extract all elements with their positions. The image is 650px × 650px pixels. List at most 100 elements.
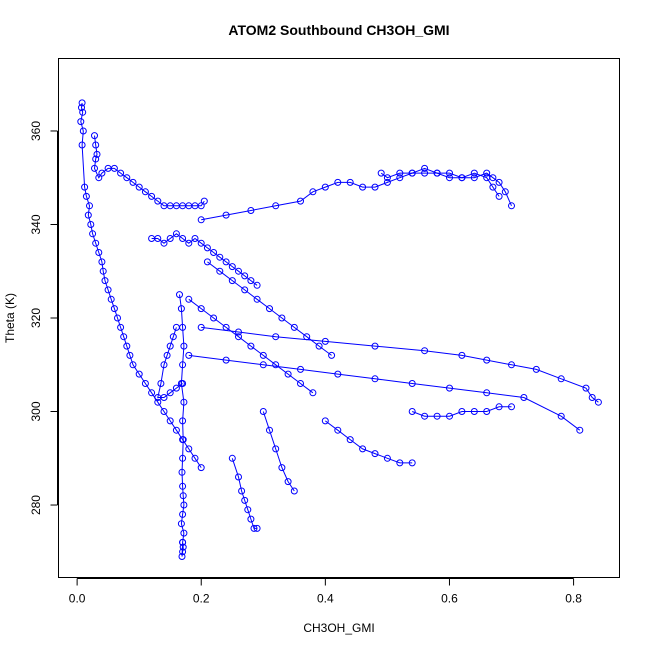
data-point <box>129 178 137 186</box>
data-point <box>396 169 404 177</box>
data-point <box>117 169 125 177</box>
data-point <box>458 351 466 359</box>
data-point <box>110 164 118 172</box>
data-point <box>197 239 205 247</box>
data-point <box>210 314 218 322</box>
data-point <box>177 520 185 528</box>
data-point <box>508 361 515 369</box>
data-point <box>297 197 304 205</box>
data-point <box>79 127 87 135</box>
data-point <box>328 351 336 359</box>
data-point <box>346 178 354 186</box>
data-point <box>86 202 93 210</box>
data-point <box>588 394 596 401</box>
data-point <box>82 192 90 200</box>
data-point <box>483 169 491 177</box>
data-point <box>180 501 188 509</box>
data-point <box>166 389 174 397</box>
x-axis-label: CH3OH_GMI <box>303 621 374 635</box>
data-point <box>582 384 590 392</box>
data-point <box>135 183 143 191</box>
series-line <box>188 298 314 394</box>
data-point <box>179 548 187 556</box>
data-point <box>272 361 280 369</box>
data-point <box>114 314 121 322</box>
data-point <box>179 380 187 387</box>
y-tick-label: 340 <box>29 214 43 234</box>
data-point <box>247 207 255 214</box>
data-point <box>135 370 143 378</box>
data-point <box>91 164 98 172</box>
data-point <box>241 496 249 504</box>
data-point <box>508 202 515 210</box>
data-point <box>278 464 286 472</box>
data-point <box>222 258 230 266</box>
data-point <box>177 305 185 313</box>
data-point <box>200 197 208 205</box>
data-point <box>483 389 491 397</box>
data-point <box>371 342 379 350</box>
data-point <box>235 473 242 481</box>
data-point <box>191 454 199 462</box>
data-point <box>259 408 267 415</box>
data-point <box>84 211 92 219</box>
data-point <box>216 267 224 275</box>
data-point <box>126 351 134 359</box>
data-point <box>222 211 230 219</box>
data-point <box>396 174 404 182</box>
data-point <box>92 155 100 163</box>
data-point <box>244 506 252 514</box>
data-point <box>197 202 205 210</box>
data-point <box>79 108 87 116</box>
data-point <box>185 351 193 359</box>
data-point <box>166 342 174 350</box>
data-point <box>160 361 168 369</box>
data-point <box>185 295 193 303</box>
data-point <box>160 394 168 401</box>
data-point <box>178 468 186 476</box>
data-point <box>172 230 180 238</box>
data-point <box>210 249 218 256</box>
plot-frame <box>58 58 620 578</box>
data-point <box>185 445 193 453</box>
data-point <box>180 342 188 350</box>
data-point <box>446 169 453 177</box>
data-point <box>222 323 230 331</box>
data-point <box>508 403 515 411</box>
series-line <box>207 261 332 356</box>
data-point <box>169 333 177 341</box>
data-point <box>290 487 298 495</box>
data-point <box>78 141 86 149</box>
data-point <box>179 543 187 551</box>
data-point <box>266 305 273 313</box>
data-point <box>483 408 491 415</box>
data-point <box>154 235 162 242</box>
data-point <box>179 361 187 369</box>
data-point <box>315 342 323 350</box>
data-point <box>89 230 97 238</box>
data-point <box>495 192 503 200</box>
data-point <box>321 417 329 425</box>
data-point <box>309 188 317 196</box>
data-point <box>117 323 125 331</box>
data-point <box>163 351 171 359</box>
data-point <box>470 174 478 182</box>
data-point <box>247 277 255 285</box>
series-line <box>151 233 258 286</box>
data-point <box>98 169 106 177</box>
data-point <box>383 454 391 462</box>
data-point <box>383 174 391 182</box>
data-point <box>278 314 286 322</box>
data-point <box>179 417 187 425</box>
data-point <box>154 197 162 205</box>
data-point <box>421 164 429 172</box>
data-point <box>238 487 246 495</box>
series-line <box>201 326 599 403</box>
data-point <box>95 249 103 256</box>
x-tick-label: 0.0 <box>69 592 86 606</box>
data-point <box>297 365 304 373</box>
data-point <box>259 361 267 369</box>
data-point <box>446 174 453 182</box>
data-point <box>197 464 205 472</box>
data-point <box>433 169 441 177</box>
